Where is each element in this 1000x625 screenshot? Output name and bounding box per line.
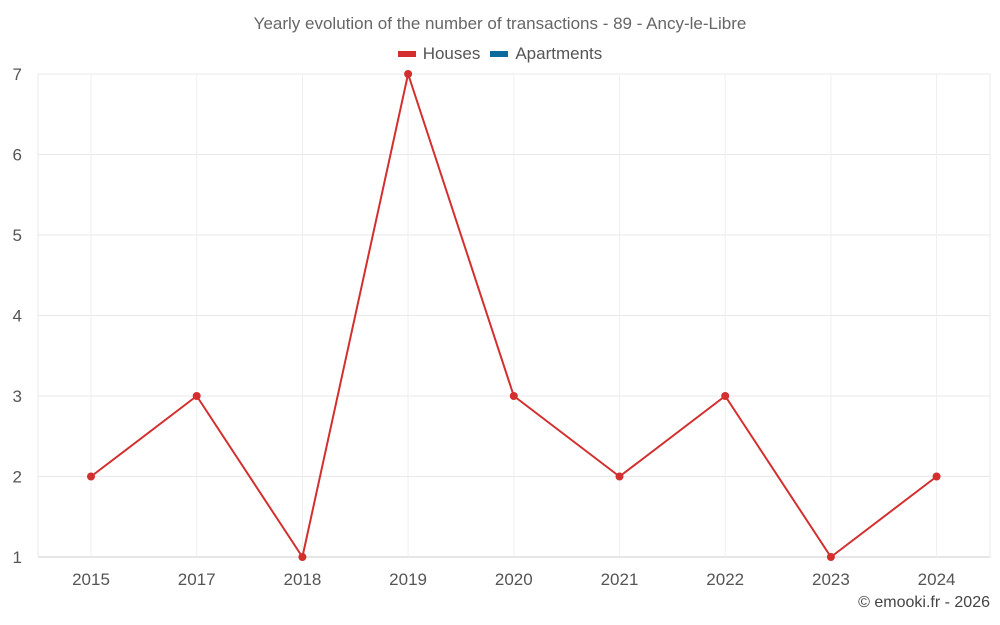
data-point-houses[interactable] — [298, 553, 307, 561]
legend-item-apartments[interactable]: Apartments — [490, 44, 602, 64]
data-point-houses[interactable] — [509, 392, 518, 400]
x-tick-label: 2022 — [706, 570, 744, 589]
x-tick-label: 2020 — [495, 570, 533, 589]
y-tick-label: 1 — [13, 548, 22, 567]
x-tick-label: 2023 — [812, 570, 850, 589]
chart-title: Yearly evolution of the number of transa… — [253, 14, 747, 33]
y-tick-label: 3 — [13, 387, 22, 406]
chart-legend: Houses Apartments — [0, 44, 1000, 64]
legend-swatch-apartments — [490, 51, 509, 57]
data-point-houses[interactable] — [87, 472, 95, 481]
data-point-houses[interactable] — [826, 553, 835, 561]
legend-label-houses: Houses — [422, 44, 481, 63]
y-tick-label: 6 — [13, 146, 22, 165]
x-tick-label: 2018 — [283, 570, 321, 589]
x-tick-label: 2019 — [389, 570, 427, 589]
x-tick-label: 2021 — [601, 570, 639, 589]
data-point-houses[interactable] — [721, 392, 730, 400]
x-tick-label: 2017 — [178, 570, 216, 589]
legend-label-apartments: Apartments — [515, 44, 603, 63]
data-point-houses[interactable] — [932, 472, 941, 481]
y-tick-label: 5 — [13, 226, 22, 245]
data-point-houses[interactable] — [404, 70, 413, 78]
y-tick-label: 4 — [13, 307, 22, 326]
copyright-credit: © emooki.fr - 2026 — [858, 594, 990, 611]
x-tick-label: 2024 — [918, 570, 956, 589]
y-tick-label: 7 — [13, 65, 22, 84]
data-point-houses[interactable] — [615, 472, 624, 481]
legend-swatch-houses — [397, 51, 416, 57]
y-tick-label: 2 — [13, 468, 22, 487]
data-point-houses[interactable] — [192, 392, 201, 400]
x-tick-label: 2015 — [72, 570, 110, 589]
legend-item-houses[interactable]: Houses — [397, 44, 481, 64]
